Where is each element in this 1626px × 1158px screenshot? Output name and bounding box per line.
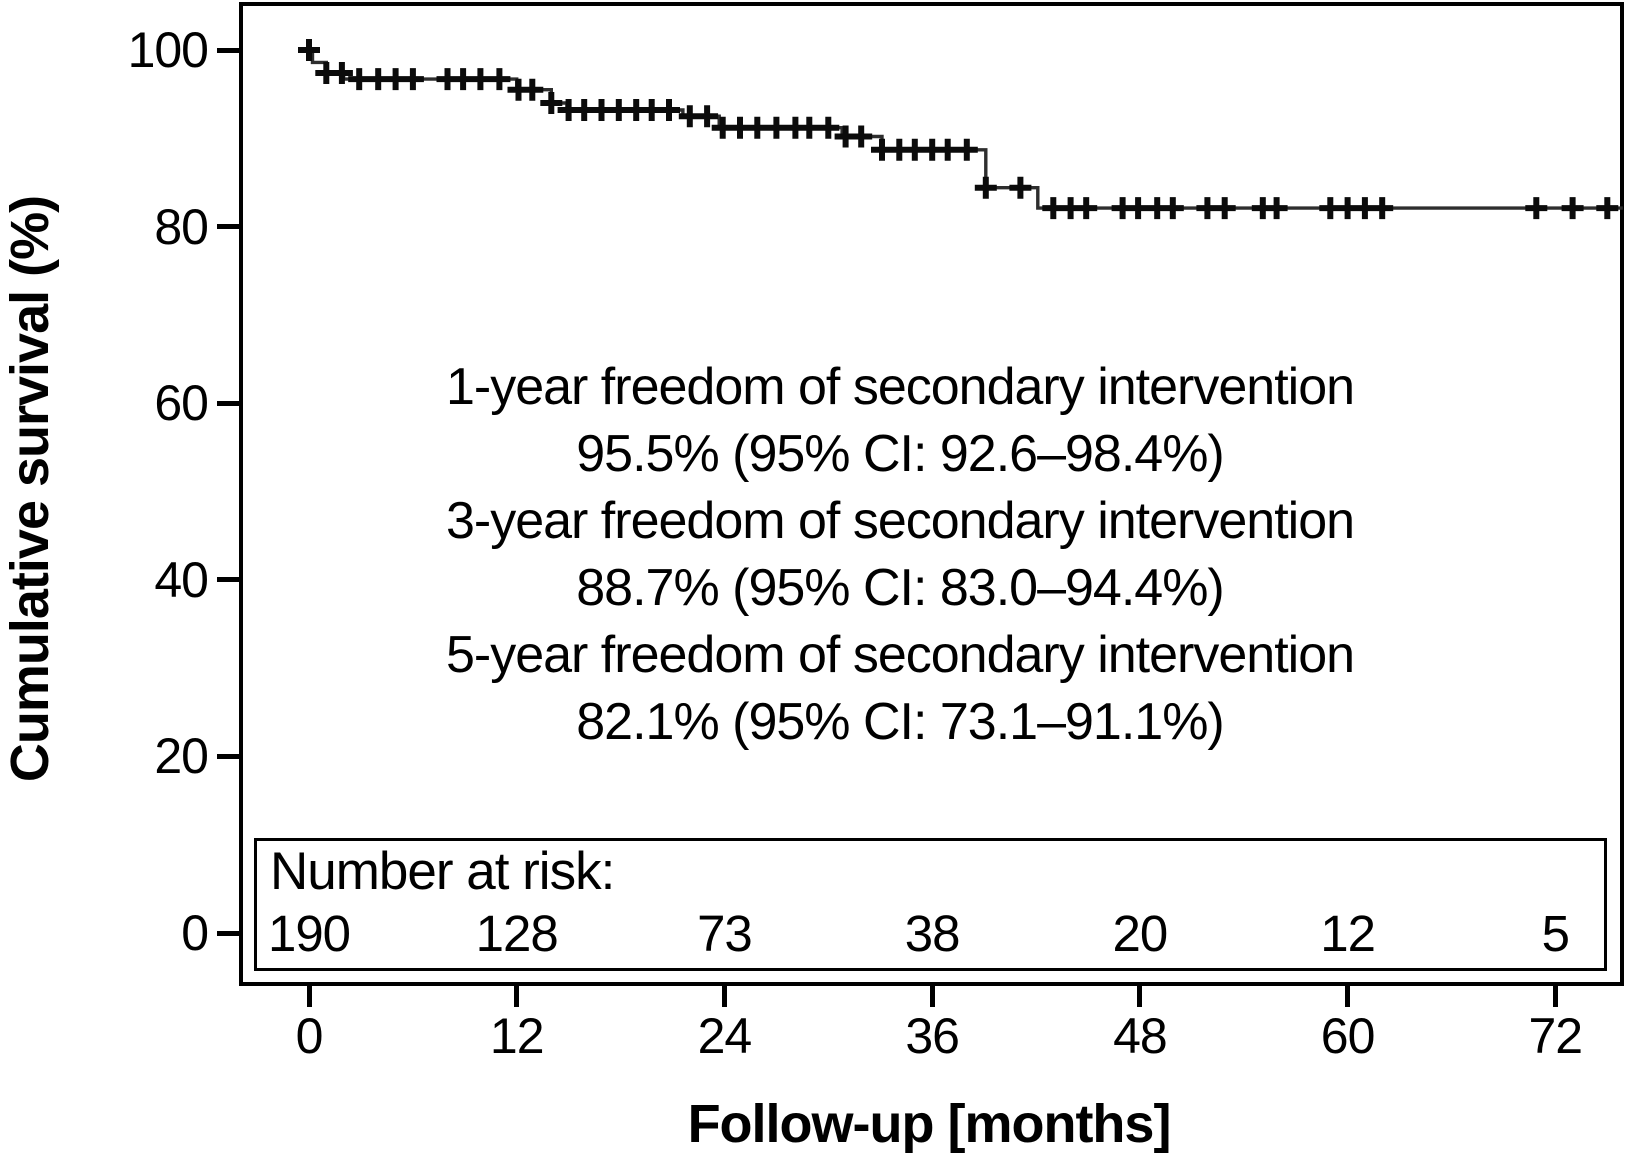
risk-value: 190 [267, 905, 351, 962]
annotation-line: 3-year freedom of secondary intervention [445, 492, 1355, 550]
annotation-block: 1-year freedom of secondary intervention… [350, 354, 1450, 756]
y-tick [217, 224, 241, 230]
x-tick [306, 986, 312, 1007]
risk-value: 73 [697, 905, 753, 962]
x-tick [1137, 986, 1143, 1007]
x-tick-label: 48 [1113, 1008, 1168, 1064]
y-tick [217, 400, 241, 406]
risk-value: 128 [475, 905, 559, 962]
risk-value: 38 [904, 905, 961, 962]
risk-value: 5 [1541, 905, 1570, 962]
y-tick-label: 20 [154, 728, 209, 785]
y-tick-label: 0 [181, 905, 209, 961]
y-tick [217, 577, 241, 583]
annotation-line: 1-year freedom of secondary intervention [445, 358, 1355, 416]
x-tick [1345, 986, 1351, 1007]
annotation-line: 95.5% (95% CI: 92.6–98.4%) [576, 425, 1225, 483]
annotation-line: 88.7% (95% CI: 83.0–94.4%) [576, 559, 1225, 617]
x-tick-label: 24 [697, 1008, 753, 1064]
x-tick-label: 0 [295, 1008, 324, 1064]
y-tick [217, 930, 241, 936]
x-tick-label: 60 [1320, 1008, 1376, 1064]
risk-value: 20 [1112, 905, 1169, 962]
annotation-line: 82.1% (95% CI: 73.1–91.1%) [576, 693, 1225, 751]
risk-value: 12 [1320, 905, 1376, 962]
x-tick [514, 986, 520, 1007]
y-tick-label: 60 [154, 375, 209, 432]
y-tick [217, 47, 241, 53]
x-tick-label: 72 [1528, 1008, 1584, 1064]
x-tick-label: 36 [905, 1008, 960, 1064]
y-axis-title: Cumulative survival (%) [0, 195, 60, 783]
x-tick [721, 986, 727, 1007]
y-tick-label: 100 [127, 22, 209, 78]
x-axis-title: Follow-up [months] [687, 1094, 1172, 1154]
y-tick-label: 40 [154, 551, 209, 608]
annotation-line: 5-year freedom of secondary intervention [445, 626, 1355, 684]
number-at-risk-label: Number at risk: [270, 842, 615, 901]
x-tick-label: 12 [489, 1008, 545, 1064]
number-at-risk-box: Number at risk: [254, 838, 1607, 971]
y-tick [217, 753, 241, 759]
x-tick [929, 986, 935, 1007]
x-tick [1552, 986, 1558, 1007]
y-tick-label: 80 [154, 198, 209, 255]
